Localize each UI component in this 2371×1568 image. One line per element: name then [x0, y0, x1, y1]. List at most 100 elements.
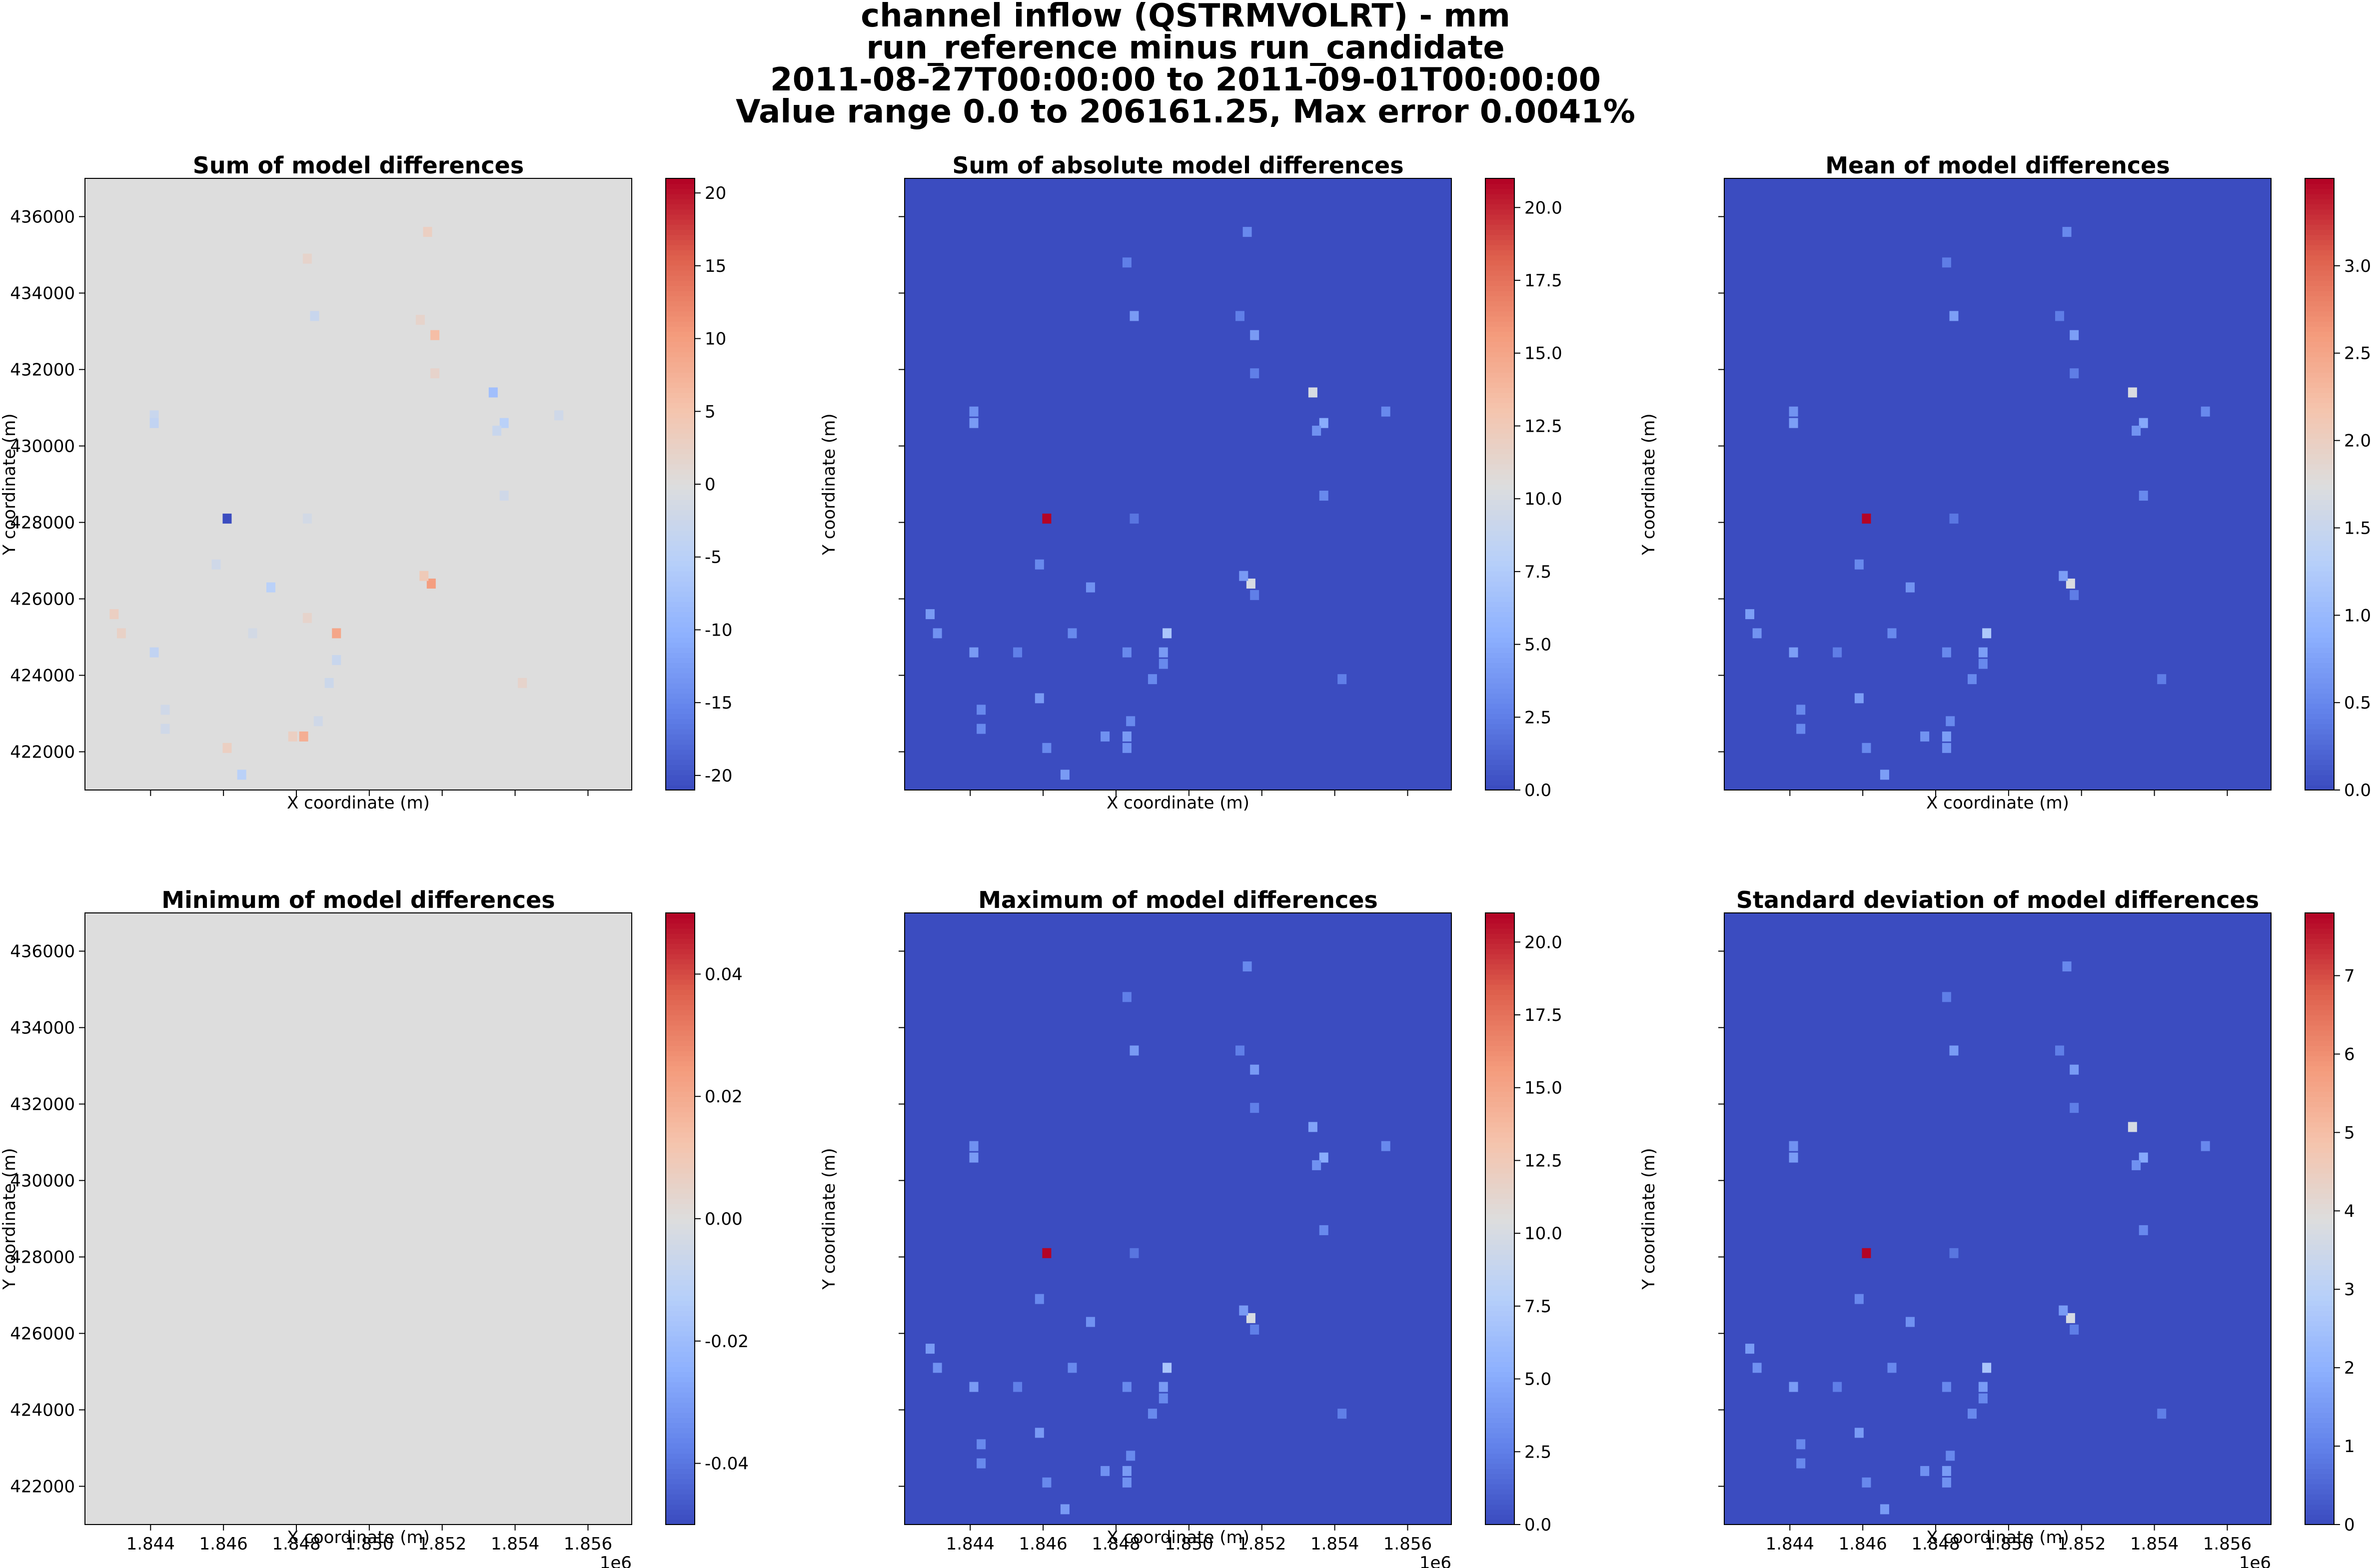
heatmap-background	[85, 178, 632, 790]
colorbar-tick-label: -10	[705, 620, 733, 640]
colorbar-segment	[2305, 1132, 2334, 1138]
colorbar-segment	[2305, 1015, 2334, 1021]
colorbar-segment	[2305, 530, 2334, 536]
colorbar-segment	[1485, 520, 1514, 526]
colorbar-segment	[666, 933, 695, 939]
x-tick-label: 1.852	[1237, 1534, 1286, 1554]
colorbar-segment	[2305, 1050, 2334, 1056]
colorbar-segment	[2305, 1519, 2334, 1525]
colorbar-segment	[1485, 1040, 1514, 1046]
colorbar-segment	[1485, 1366, 1514, 1372]
colorbar-segment	[2305, 581, 2334, 587]
colorbar-segment	[2305, 1474, 2334, 1480]
colorbar-segment	[1485, 402, 1514, 408]
colorbar-tick-label: 17.5	[1524, 271, 1562, 291]
colorbar-segment	[2305, 1076, 2334, 1082]
heatmap-cell	[1042, 1248, 1052, 1258]
heatmap-cell	[288, 731, 297, 742]
colorbar-segment	[1485, 979, 1514, 985]
colorbar-segment	[666, 724, 695, 730]
colorbar-segment	[666, 1198, 695, 1204]
colorbar-segment	[666, 402, 695, 408]
heatmap-cell	[1920, 731, 1930, 742]
heatmap-cell	[1122, 1382, 1132, 1392]
colorbar-segment	[666, 1249, 695, 1255]
colorbar-segment	[1485, 1198, 1514, 1204]
colorbar-segment	[2305, 198, 2334, 204]
colorbar-segment	[666, 1489, 695, 1495]
y-axis-label: Y coordinate (m)	[0, 413, 19, 555]
suptitle-line-4: Value range 0.0 to 206161.25, Max error …	[736, 93, 1635, 130]
colorbar-segment	[1485, 433, 1514, 439]
colorbar-segment	[1485, 234, 1514, 240]
colorbar-segment	[1485, 387, 1514, 393]
colorbar-segment	[2305, 418, 2334, 424]
colorbar-segment	[1485, 571, 1514, 577]
y-tick-label: 426000	[10, 590, 75, 610]
colorbar-segment	[2305, 1162, 2334, 1168]
colorbar-segment	[666, 234, 695, 240]
colorbar-segment	[2305, 219, 2334, 225]
colorbar-segment	[1485, 1055, 1514, 1061]
colorbar-segment	[2305, 1127, 2334, 1133]
colorbar-segment	[2305, 642, 2334, 648]
colorbar-segment	[2305, 1234, 2334, 1240]
colorbar-segment	[2305, 1428, 2334, 1434]
plot-frame	[84, 178, 632, 790]
colorbar-segment	[1485, 759, 1514, 765]
colorbar-segment	[2305, 555, 2334, 561]
colorbar-segment	[1485, 1117, 1514, 1123]
colorbar-tick-label: -0.02	[705, 1332, 749, 1352]
colorbar-tick-label: 1.0	[2344, 606, 2371, 626]
colorbar-tick-label: -20	[705, 766, 733, 786]
colorbar-segment	[666, 953, 695, 959]
colorbar-segment	[2305, 494, 2334, 500]
colorbar-segment	[2305, 402, 2334, 408]
colorbar-segment	[666, 612, 695, 618]
colorbar-segment	[666, 1015, 695, 1021]
colorbar-segment	[666, 1295, 695, 1301]
colorbar-segment	[666, 1050, 695, 1056]
colorbar-segment	[2305, 1244, 2334, 1250]
colorbar-segment	[1485, 1025, 1514, 1031]
colorbar-segment	[2305, 775, 2334, 781]
colorbar-segment	[2305, 244, 2334, 250]
colorbar-segment	[666, 555, 695, 561]
colorbar-segment	[1485, 581, 1514, 587]
colorbar-segment	[1485, 448, 1514, 454]
colorbar-segment	[1485, 632, 1514, 638]
x-tick-label: 1.854	[2130, 1534, 2179, 1554]
colorbar-segment	[2305, 357, 2334, 363]
colorbar-segment	[2305, 622, 2334, 628]
colorbar-segment	[666, 499, 695, 505]
colorbar-segment	[1485, 1458, 1514, 1464]
colorbar-segment	[1485, 438, 1514, 444]
colorbar-tick-label: 0	[705, 475, 716, 495]
y-tick-label: 434000	[10, 1018, 75, 1038]
colorbar-segment	[666, 1224, 695, 1230]
colorbar-tick-label: 5.0	[1524, 1370, 1551, 1390]
colorbar-segment	[2305, 1448, 2334, 1454]
colorbar-segment	[2305, 1285, 2334, 1291]
colorbar-segment	[2305, 1407, 2334, 1413]
heatmap-cell	[430, 330, 440, 340]
colorbar-segment	[1485, 1438, 1514, 1444]
x-tick-label: 1.846	[199, 1534, 247, 1554]
colorbar-segment	[2305, 433, 2334, 439]
colorbar-segment	[1485, 265, 1514, 271]
colorbar-segment	[1485, 1346, 1514, 1352]
y-tick-label: 426000	[10, 1324, 75, 1344]
figure-suptitle: channel inflow (QSTRMVOLRT) - mm run_refe…	[0, 0, 2371, 128]
panel-title: Mean of model differences	[1825, 152, 2170, 179]
heatmap-background	[1724, 913, 2271, 1525]
colorbar-segment	[666, 1111, 695, 1117]
colorbar-segment	[1485, 1035, 1514, 1041]
colorbar-segment	[1485, 1351, 1514, 1357]
heatmap-cell	[1887, 628, 1897, 639]
colorbar-segment	[1485, 1331, 1514, 1337]
heatmap-cell	[302, 253, 312, 264]
colorbar-segment	[666, 1188, 695, 1194]
heatmap-cell	[1796, 1458, 1806, 1469]
colorbar-segment	[2305, 1463, 2334, 1469]
colorbar-segment	[666, 673, 695, 679]
